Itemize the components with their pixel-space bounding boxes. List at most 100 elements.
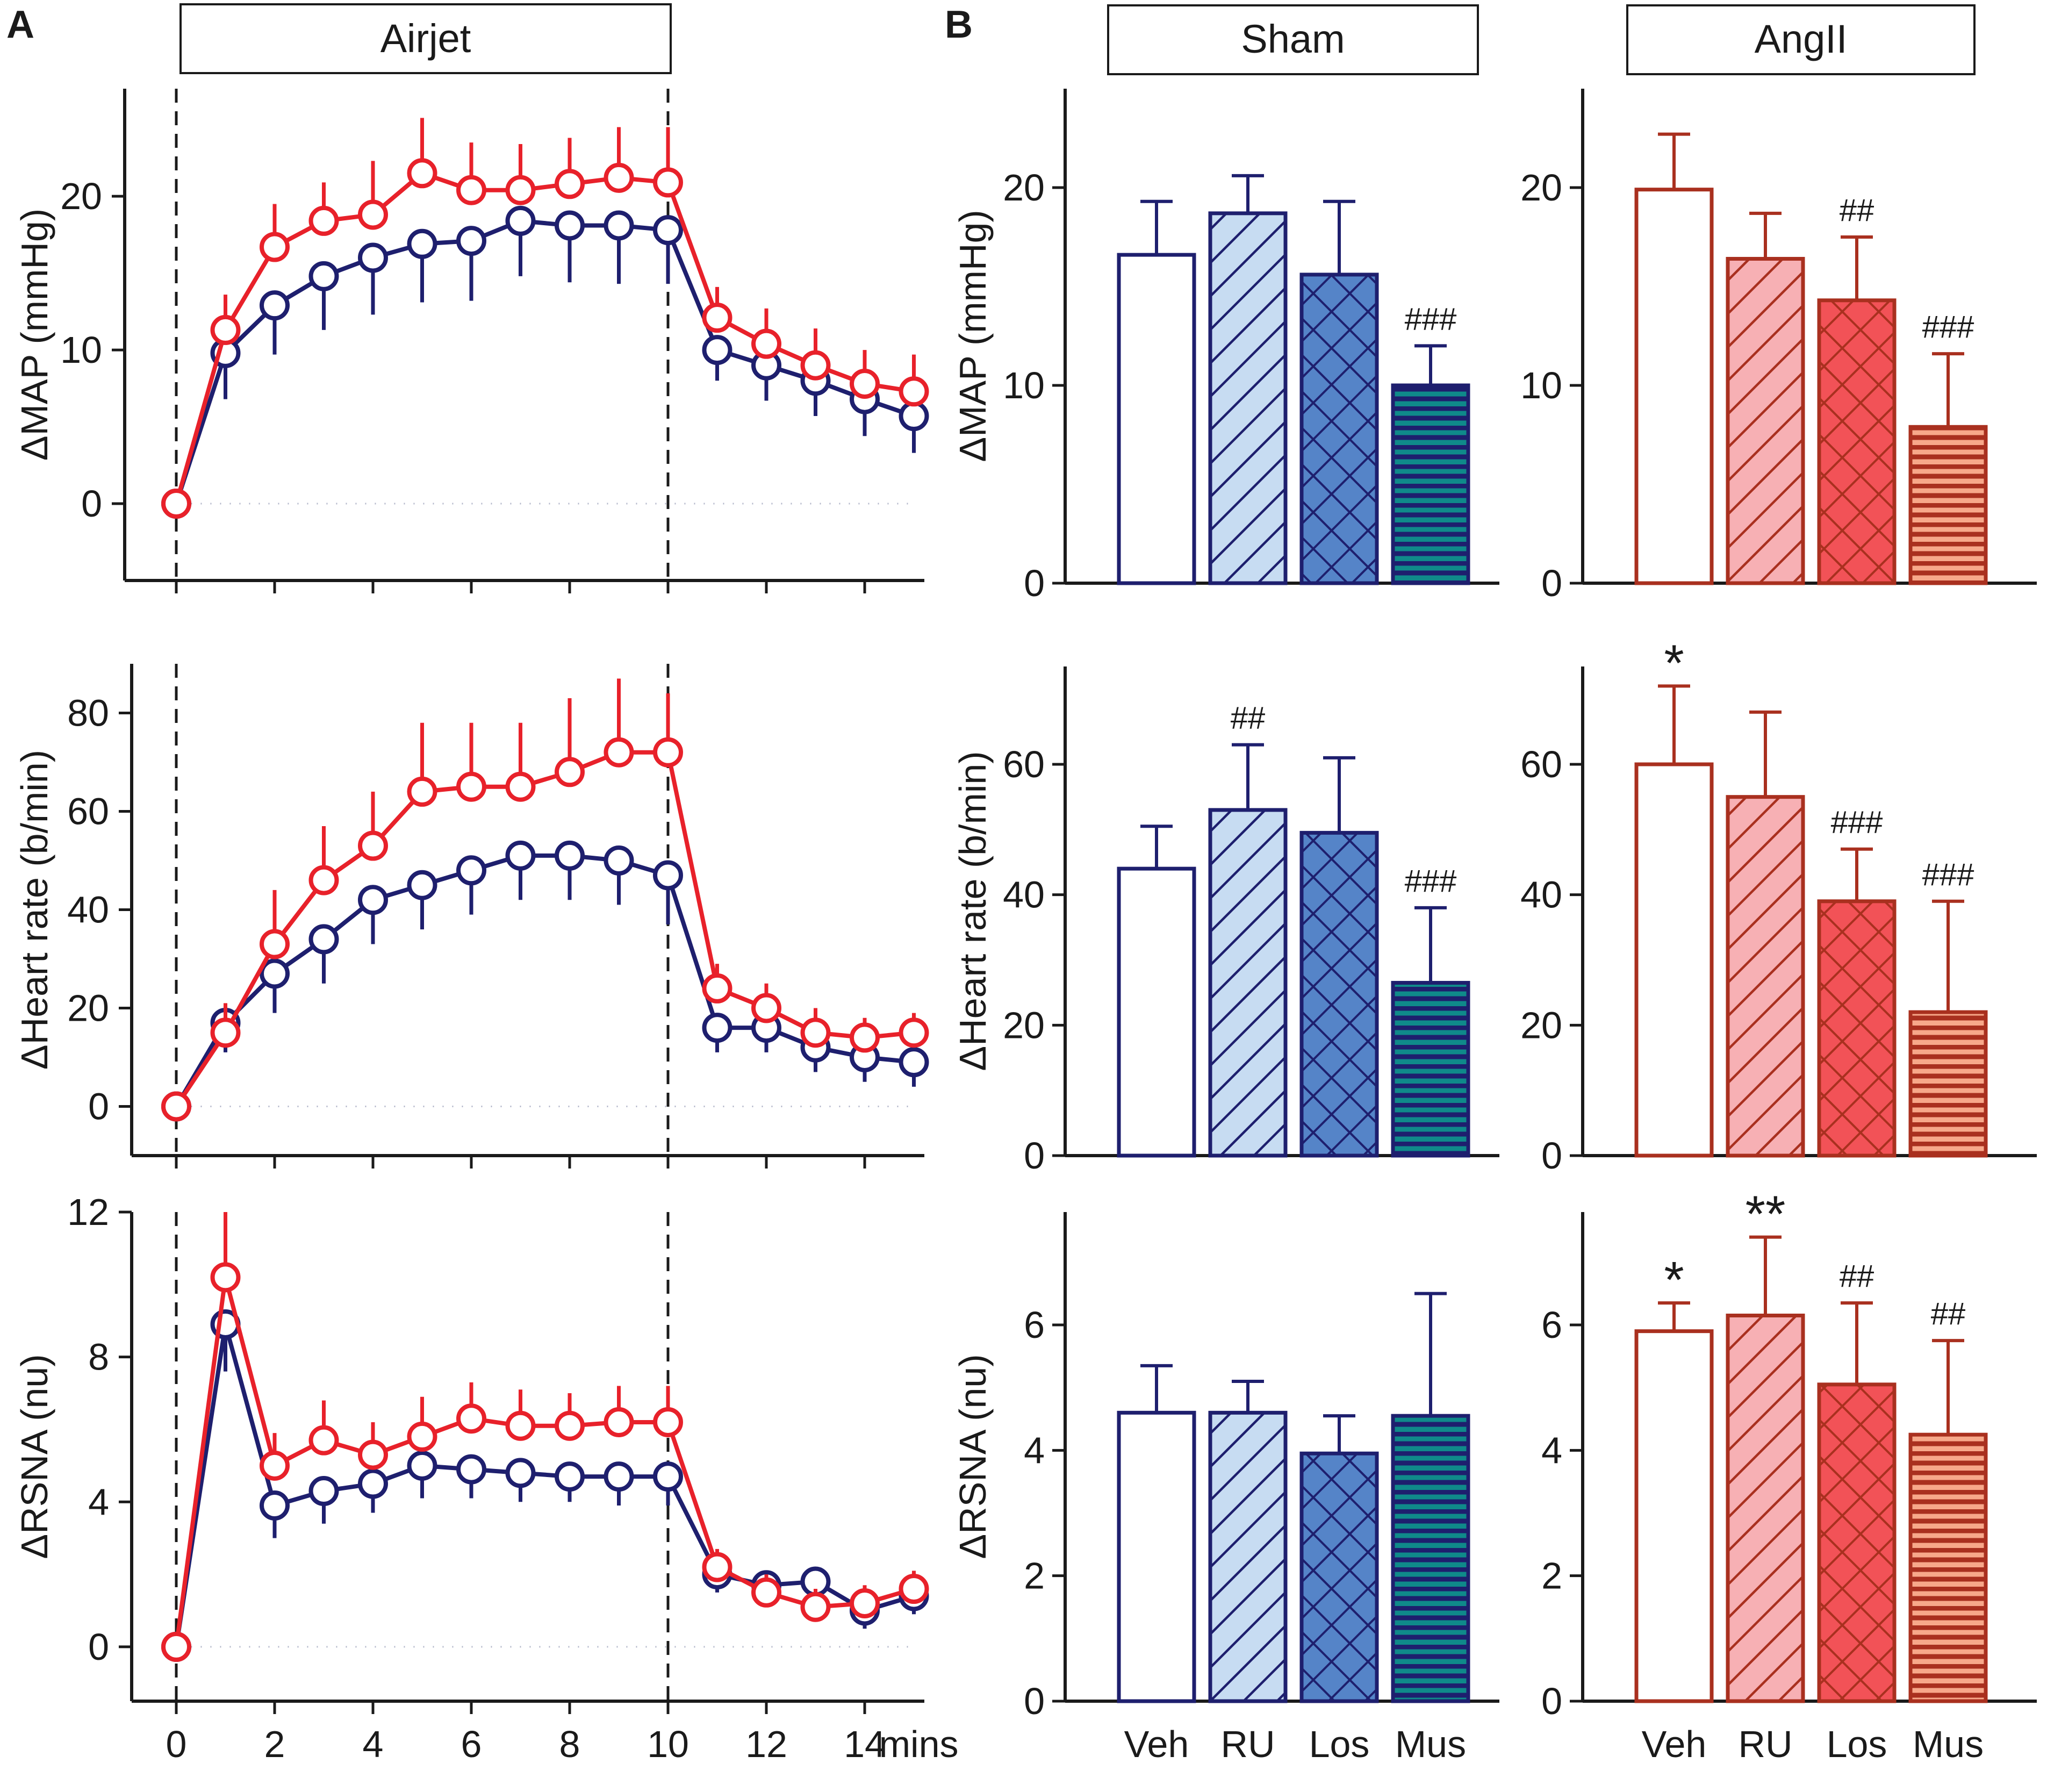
significance-marker: * [1664,634,1684,692]
bar-los [1299,830,1379,1158]
data-point [604,1461,634,1492]
y-tick-label: 0 [1541,1680,1562,1722]
data-point [308,1425,339,1456]
y-tick-label: 60 [1003,743,1045,785]
significance-marker: ** [1746,1186,1786,1243]
y-tick-label: 2 [1541,1555,1562,1597]
bar-ru [1208,808,1288,1158]
series-angii [161,118,929,519]
B-angii-rsna-chart: 0 2 4 6 * Veh ** RU ## Los ## Mus [1541,1186,2037,1765]
angii-header: AngII [1626,4,1976,75]
y-tick-label: 60 [1520,743,1562,785]
B-sham-rsna-chart: 0 2 4 6 ΔRSNA (nu) Veh RU Los Mus [952,1212,1499,1765]
category-label: Mus [1913,1723,1984,1765]
y-tick-label: 60 [67,791,109,833]
significance-marker: ### [1405,864,1457,899]
significance-marker: ### [1831,805,1883,840]
data-point [358,1439,388,1470]
x-tick-label: 14 [844,1723,886,1765]
data-point [899,401,929,432]
y-tick-label: 20 [1520,1004,1562,1046]
data-point [555,840,585,871]
data-point [555,757,585,787]
bar-los [1299,273,1379,585]
data-point [505,1410,536,1441]
significance-marker: ### [1922,310,1974,345]
data-point [308,924,339,955]
y-tick-label: 4 [88,1481,109,1523]
data-point [260,1490,290,1521]
x-tick-label: 2 [264,1723,285,1765]
y-tick-label: 0 [81,483,102,525]
data-point [358,242,388,273]
bar-ru [1726,256,1805,585]
data-point [702,335,732,365]
significance-marker: ### [1922,857,1974,892]
data-point [308,865,339,895]
data-point [505,175,536,205]
data-point [407,158,437,189]
bar-los [1817,899,1897,1158]
y-tick-label: 0 [1024,1680,1045,1722]
bar-veh [1117,253,1196,585]
bar-mus [1391,383,1470,585]
data-point [456,226,486,256]
significance-marker: ## [1840,193,1874,228]
data-point [456,771,486,802]
y-tick-label: 6 [1541,1304,1562,1346]
y-tick-label: 2 [1024,1555,1045,1597]
bar-veh [1634,762,1714,1158]
data-point [456,1454,486,1485]
y-tick-label: 40 [1003,874,1045,916]
bar-ru [1726,795,1805,1158]
y-tick-label: 10 [60,329,102,371]
x-tick-label: 12 [745,1723,787,1765]
bar-mus [1908,425,1988,585]
data-point [751,328,781,359]
data-point [358,1468,388,1499]
data-point [653,167,683,198]
y-tick-label: 20 [1520,167,1562,209]
data-point [161,489,191,519]
data-point [899,1574,929,1604]
data-point [604,1407,634,1437]
significance-marker: ## [1840,1259,1874,1294]
data-point [308,1476,339,1507]
data-point [702,1552,732,1582]
data-point [604,845,634,876]
data-point [210,1017,241,1048]
data-point [358,885,388,915]
panel-letter-b: B [945,3,973,46]
data-point [702,1013,732,1043]
data-point [653,1461,683,1492]
y-tick-label: 0 [1024,562,1045,604]
data-point [210,1262,241,1293]
y-tick-label: 4 [1024,1429,1045,1471]
series-line [174,1275,915,1647]
data-point [505,840,536,871]
series-line [174,218,915,505]
y-axis-label: ΔHeart rate (b/min) [13,750,55,1070]
y-tick-label: 10 [1520,364,1562,406]
y-tick-label: 0 [1024,1135,1045,1177]
x-tick-label: 0 [166,1723,187,1765]
A-hr-chart: 0 20 40 60 80 ΔHeart rate (b/min) [13,664,929,1169]
bar-mus [1391,1414,1470,1703]
data-point [899,376,929,407]
y-axis-label: ΔMAP (mmHg) [13,209,55,461]
data-point [456,855,486,886]
y-tick-label: 10 [1003,364,1045,406]
y-tick-label: 4 [1541,1429,1562,1471]
bar-los [1817,1382,1897,1703]
category-label: Veh [1642,1723,1707,1765]
data-point [604,737,634,768]
data-point [751,1577,781,1608]
data-point [751,993,781,1023]
x-tick-label: 10 [647,1723,689,1765]
data-point [407,228,437,259]
y-tick-label: 20 [1003,167,1045,209]
airjet-header: Airjet [179,3,672,74]
data-point [260,232,290,262]
